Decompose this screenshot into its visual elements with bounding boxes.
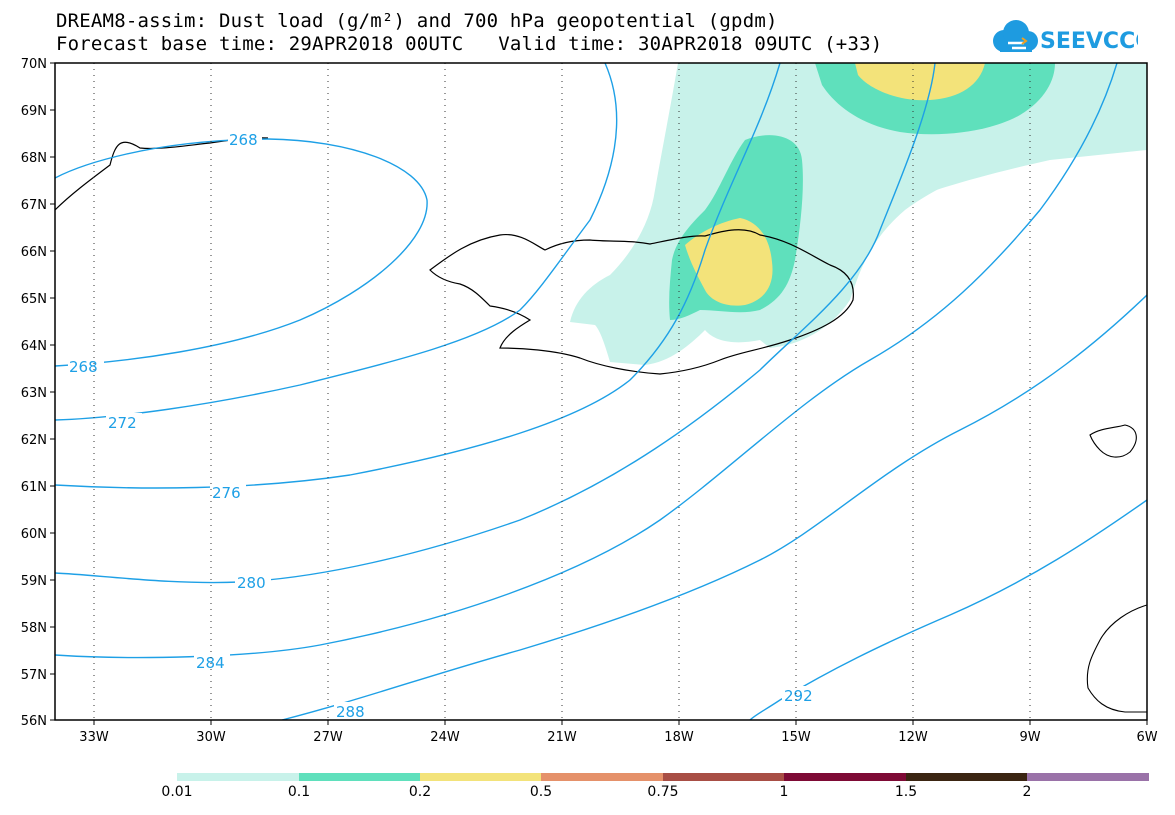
scotland-coastline bbox=[1086, 604, 1148, 713]
contour-label: 276 bbox=[212, 484, 241, 502]
contour-label: 268 bbox=[69, 358, 98, 376]
colorbar-label: 0.01 bbox=[161, 784, 193, 800]
colorbar-label: 0.2 bbox=[408, 784, 432, 800]
lat-label: 65N bbox=[21, 292, 47, 307]
lat-label: 61N bbox=[21, 480, 47, 495]
contour-label: 268 bbox=[229, 131, 258, 149]
logo-text: SEEVCCC bbox=[1040, 29, 1138, 54]
seevccc-logo: SEEVCCC bbox=[993, 20, 1138, 54]
lon-label: 12W bbox=[898, 730, 928, 745]
colorbar-label: 2 bbox=[1022, 784, 1032, 800]
lat-label: 68N bbox=[21, 151, 47, 166]
lon-label: 9W bbox=[1019, 730, 1040, 745]
longitude-labels: 33W 30W 27W 24W 21W 18W 15W 12W 9W 6W bbox=[79, 730, 1157, 745]
contour-288 bbox=[281, 294, 1147, 720]
iceland-coastline bbox=[429, 229, 855, 375]
contour-268 bbox=[55, 138, 428, 367]
lon-label: 18W bbox=[664, 730, 694, 745]
lat-label: 57N bbox=[21, 668, 47, 683]
lat-label: 69N bbox=[21, 104, 47, 119]
contour-272-inner bbox=[55, 63, 618, 421]
contour-label: 284 bbox=[196, 654, 225, 672]
colorbar-segment bbox=[420, 773, 541, 781]
colorbar-segment bbox=[541, 773, 663, 781]
lat-label: 60N bbox=[21, 527, 47, 542]
colorbar-label: 0.75 bbox=[647, 784, 679, 800]
lon-label: 6W bbox=[1136, 730, 1157, 745]
colorbar-segment bbox=[299, 773, 420, 781]
lon-label: 27W bbox=[313, 730, 343, 745]
colorbar-label: 1.5 bbox=[894, 784, 918, 800]
map-title: DREAM8-assim: Dust load (g/m²) and 700 h… bbox=[56, 10, 778, 32]
colorbar bbox=[177, 773, 1149, 781]
lat-label: 63N bbox=[21, 386, 47, 401]
tick-marks bbox=[50, 62, 1148, 725]
lat-label: 66N bbox=[21, 245, 47, 260]
lon-label: 30W bbox=[196, 730, 226, 745]
lon-label: 15W bbox=[781, 730, 811, 745]
latitude-labels: 70N 69N 68N 67N 66N 65N 64N 63N 62N 61N … bbox=[21, 57, 47, 729]
cloud-icon bbox=[993, 20, 1038, 52]
lat-label: 70N bbox=[21, 57, 47, 72]
colorbar-label: 0.1 bbox=[287, 784, 311, 800]
lon-label: 33W bbox=[79, 730, 109, 745]
dust-region-0.2 bbox=[685, 218, 773, 306]
lat-label: 62N bbox=[21, 433, 47, 448]
contour-label: 292 bbox=[784, 687, 813, 705]
faroe-coastline bbox=[1089, 424, 1137, 458]
contour-label: 280 bbox=[237, 574, 266, 592]
lat-label: 67N bbox=[21, 198, 47, 213]
contour-label: 272 bbox=[108, 414, 137, 432]
contour-284 bbox=[55, 63, 1118, 659]
colorbar-segment bbox=[1027, 773, 1149, 781]
lat-label: 58N bbox=[21, 621, 47, 636]
lat-label: 64N bbox=[21, 339, 47, 354]
geopotential-contours bbox=[55, 63, 1147, 720]
contour-280 bbox=[55, 63, 936, 584]
colorbar-label: 0.5 bbox=[529, 784, 553, 800]
lon-label: 24W bbox=[430, 730, 460, 745]
contour-labels: 268 268 272 276 280 284 288 292 bbox=[68, 130, 818, 721]
contour-292 bbox=[749, 499, 1147, 720]
lat-label: 56N bbox=[21, 714, 47, 729]
forecast-time-subtitle: Forecast base time: 29APR2018 00UTC Vali… bbox=[56, 33, 883, 55]
colorbar-segment bbox=[177, 773, 299, 781]
colorbar-segment bbox=[663, 773, 784, 781]
colorbar-segment bbox=[784, 773, 906, 781]
dust-region-0.01-ne bbox=[860, 63, 1147, 220]
colorbar-label: 1 bbox=[779, 784, 789, 800]
dust-load-shading bbox=[570, 63, 1147, 365]
dust-region-0.2-north bbox=[855, 63, 985, 101]
colorbar-segment bbox=[906, 773, 1027, 781]
contour-label: 288 bbox=[336, 703, 365, 721]
lon-label: 21W bbox=[547, 730, 577, 745]
lat-label: 59N bbox=[21, 574, 47, 589]
